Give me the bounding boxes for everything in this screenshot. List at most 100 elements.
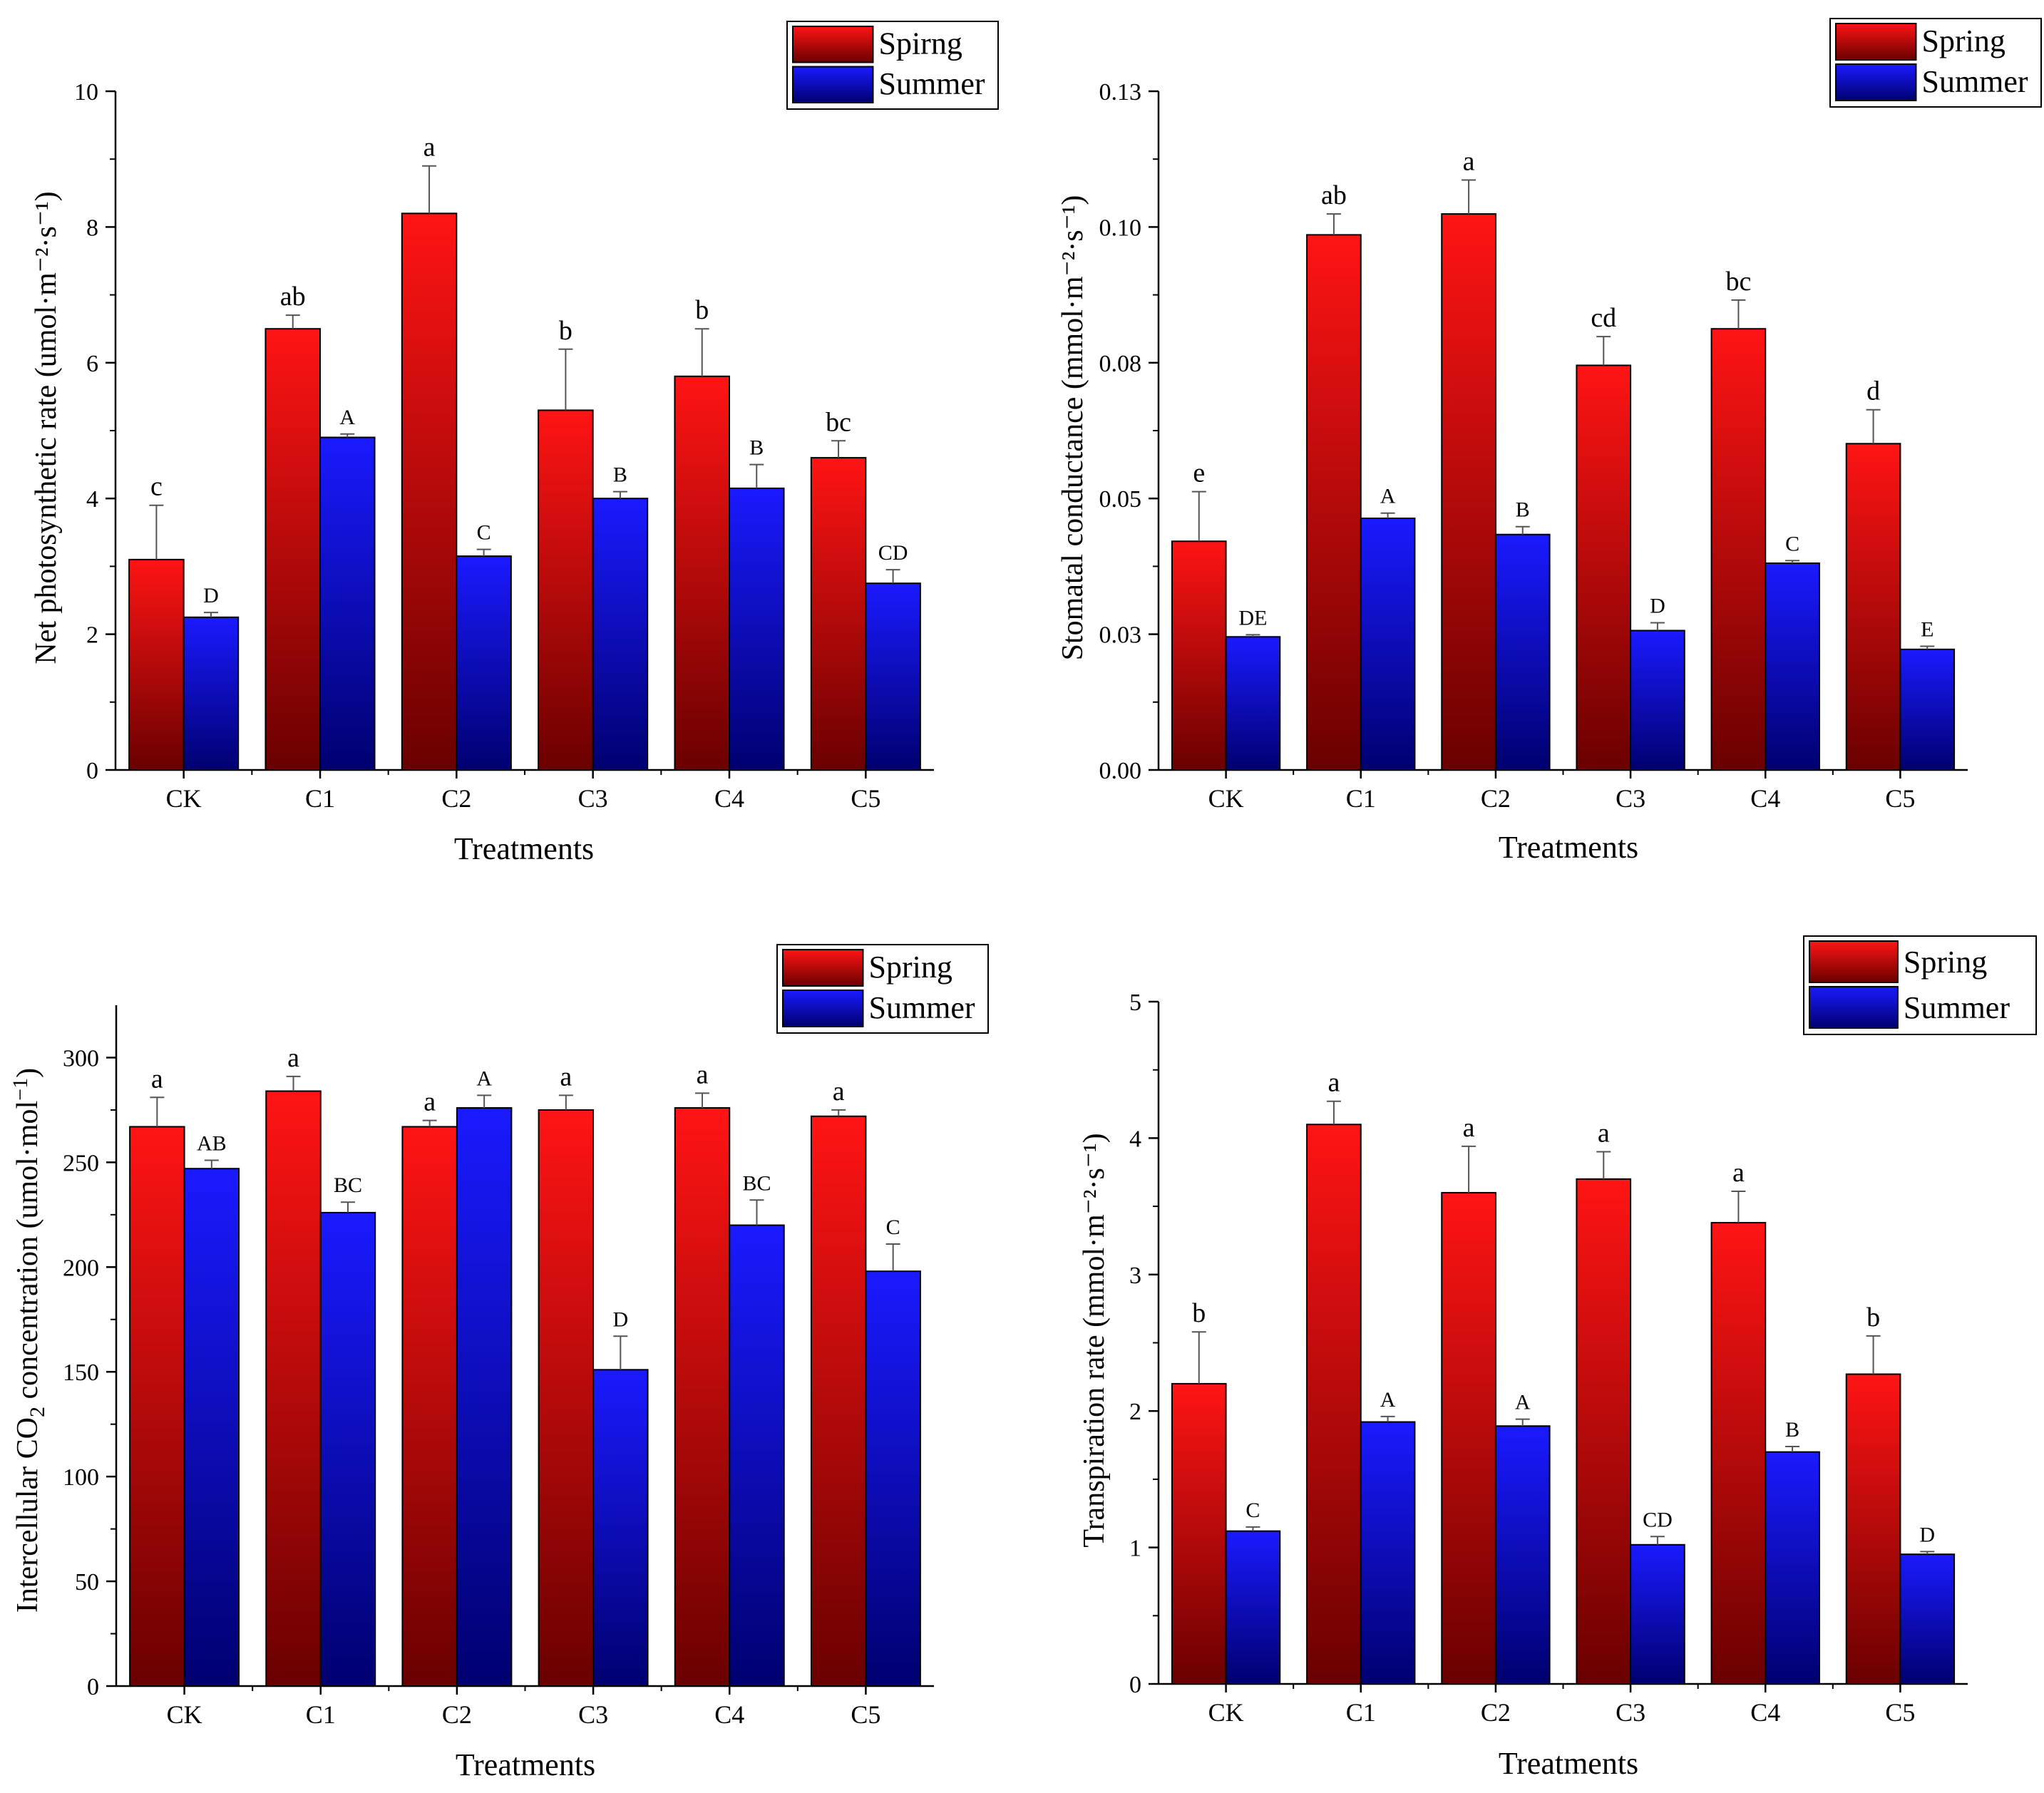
legend-label: Spring xyxy=(1921,24,2005,58)
y-tick-label: 5 xyxy=(1129,990,1141,1016)
significance-label: A xyxy=(1380,485,1396,508)
significance-label: BC xyxy=(742,1171,771,1195)
bar-summer xyxy=(729,1224,785,1687)
y-tick-label: 0.05 xyxy=(1099,486,1142,513)
significance-label: A xyxy=(339,406,355,429)
y-tick-label: 6 xyxy=(86,351,98,377)
x-tick-label: CK xyxy=(1208,784,1244,813)
significance-label: a xyxy=(1732,1158,1745,1188)
bar-spring xyxy=(1306,234,1362,771)
bar-spring xyxy=(538,1109,595,1687)
significance-label: a xyxy=(1327,1068,1340,1098)
significance-label: a xyxy=(1463,1113,1475,1143)
significance-label: B xyxy=(749,436,764,460)
bar-spring xyxy=(401,212,458,771)
x-axis-title: Treatments xyxy=(456,1747,595,1782)
significance-label: BC xyxy=(334,1173,362,1197)
bar-summer xyxy=(1630,1543,1685,1685)
significance-label: a xyxy=(560,1062,572,1091)
significance-label: a xyxy=(1598,1119,1610,1149)
legend-swatch-spring xyxy=(792,26,874,63)
bar-summer xyxy=(456,555,512,771)
bar-spring xyxy=(810,1115,867,1687)
significance-label: A xyxy=(1380,1388,1396,1412)
legend-label: Summer xyxy=(1921,64,2028,99)
significance-label: a xyxy=(423,133,436,163)
bar-summer xyxy=(1494,533,1551,771)
legend-label: Summer xyxy=(878,66,985,101)
significance-label: d xyxy=(1866,376,1880,406)
bar-summer xyxy=(1630,630,1685,771)
y-tick-label: 4 xyxy=(1129,1126,1141,1152)
significance-label: cd xyxy=(1591,303,1616,333)
significance-label: B xyxy=(613,463,627,487)
significance-label: D xyxy=(203,584,219,607)
x-tick-label: C1 xyxy=(1346,1698,1376,1727)
x-tick-label: C2 xyxy=(441,784,471,813)
significance-label: a xyxy=(833,1077,845,1106)
legend: Spring Summer xyxy=(1829,18,2042,108)
x-axis-title: Treatments xyxy=(454,831,594,866)
significance-label: C xyxy=(1785,532,1799,555)
legend-swatch-summer xyxy=(1809,986,1899,1029)
significance-label: ab xyxy=(280,282,306,312)
legend-label: Summer xyxy=(1904,990,2010,1025)
x-tick-label: C4 xyxy=(1750,1698,1780,1727)
significance-label: b xyxy=(1192,1298,1206,1328)
x-tick-label: C4 xyxy=(714,1700,744,1729)
y-tick-label: 0 xyxy=(1129,1672,1141,1698)
x-tick-label: C5 xyxy=(1885,1698,1915,1727)
y-tick-label: 50 xyxy=(75,1569,99,1596)
bar-spring xyxy=(1845,443,1901,771)
bar-spring xyxy=(1171,1382,1227,1685)
x-tick-label: C3 xyxy=(1616,784,1645,813)
bar-spring xyxy=(265,1090,322,1687)
bar-summer xyxy=(1360,1421,1416,1685)
legend-swatch-spring xyxy=(782,949,864,987)
y-tick-label: 1 xyxy=(1129,1536,1141,1562)
y-tick-label: 0.13 xyxy=(1099,79,1142,106)
bar-spring xyxy=(1576,1178,1632,1685)
bar-spring xyxy=(674,1106,731,1687)
significance-label: A xyxy=(476,1067,492,1090)
significance-label: B xyxy=(1516,498,1530,522)
panel-transpiration-rate: 0 1 2 3 4 5 CK b C C1 a A C2 a A C3 a CD C4 a B C5 b D Treatment… xyxy=(1078,935,2037,1781)
x-tick-label: C5 xyxy=(1885,784,1915,813)
bar-spring xyxy=(1710,1222,1767,1685)
x-tick-label: C4 xyxy=(1750,784,1780,813)
significance-label: a xyxy=(1463,146,1475,176)
bar-spring xyxy=(129,1126,185,1687)
significance-label: ab xyxy=(1321,180,1347,210)
bar-summer xyxy=(865,1270,921,1687)
y-axis-title: Intercellular CO2 concentration (umol·mo… xyxy=(9,1068,49,1613)
x-tick-label: C3 xyxy=(578,1700,608,1729)
bar-spring xyxy=(128,558,185,771)
x-tick-label: C1 xyxy=(305,784,335,813)
legend-swatch-summer xyxy=(792,66,874,103)
significance-label: c xyxy=(150,472,163,502)
bar-summer xyxy=(1360,518,1416,771)
y-tick-label: 0.03 xyxy=(1099,622,1142,649)
bar-summer xyxy=(456,1106,513,1687)
panel-intercellular-co2: 050100150200250300CKaABC1aBCC2aAC3aDC4aB… xyxy=(9,944,989,1782)
significance-label: D xyxy=(1919,1523,1935,1546)
bar-summer xyxy=(1899,1553,1956,1685)
bar-summer xyxy=(1765,1451,1820,1685)
x-tick-label: CK xyxy=(1208,1698,1244,1727)
significance-label: C xyxy=(477,521,491,545)
legend-label: Summer xyxy=(868,990,975,1025)
bar-spring xyxy=(1710,328,1767,771)
bar-spring xyxy=(810,457,867,771)
y-tick-label: 200 xyxy=(63,1255,99,1281)
bar-spring xyxy=(1171,540,1227,771)
significance-label: CD xyxy=(1643,1508,1673,1531)
significance-label: a xyxy=(423,1087,436,1117)
x-tick-label: C2 xyxy=(442,1700,472,1729)
y-tick-label: 0.10 xyxy=(1099,215,1142,241)
legend: Spirng Summer xyxy=(786,21,999,110)
significance-label: e xyxy=(1193,458,1205,488)
y-tick-label: 0 xyxy=(87,1674,99,1700)
y-tick-label: 250 xyxy=(63,1150,99,1176)
bar-summer xyxy=(319,436,376,771)
x-axis-title: Treatments xyxy=(1499,830,1638,865)
